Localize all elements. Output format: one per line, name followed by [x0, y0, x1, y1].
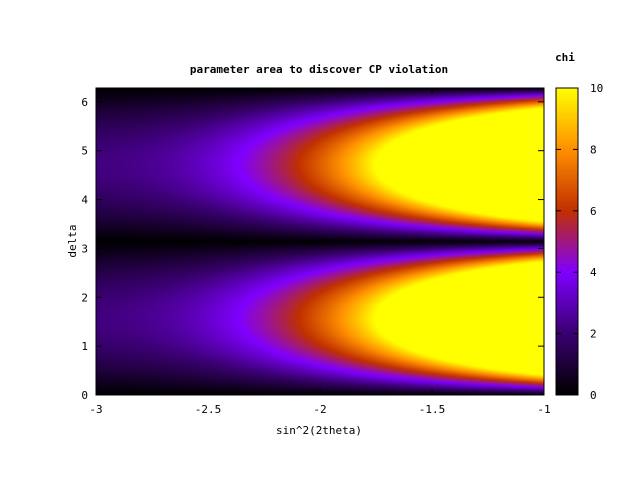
colorbar-tick-label: 8: [590, 143, 597, 156]
colorbar: [555, 87, 579, 396]
x-tick-label: -2: [313, 403, 326, 416]
y-ticks: 0 1 2 3 4 5 6: [81, 96, 544, 402]
y-tick-label: 2: [81, 291, 88, 304]
colorbar-ticks: 0 2 4 6 8 10: [556, 82, 603, 402]
colorbar-label: chi: [555, 51, 575, 64]
y-tick-label: 3: [81, 242, 88, 255]
y-tick-label: 0: [81, 389, 88, 402]
colorbar-tick-label: 6: [590, 205, 597, 218]
x-tick-label: -3: [89, 403, 102, 416]
colorbar-tick-label: 0: [590, 389, 597, 402]
y-axis-label: delta: [66, 224, 79, 257]
y-tick-label: 1: [81, 340, 88, 353]
colorbar-frame: [555, 87, 579, 396]
colorbar-gradient: [556, 88, 578, 395]
x-tick-label: -2.5: [195, 403, 222, 416]
colorbar-tick-label: 2: [590, 328, 597, 341]
x-ticks: -3 -2.5 -2 -1.5 -1: [89, 88, 551, 416]
y-tick-label: 4: [81, 194, 88, 207]
y-tick-label: 6: [81, 96, 88, 109]
x-axis-label: sin^2(2theta): [276, 424, 362, 437]
heatmap-cells: [96, 88, 544, 395]
chart-title: parameter area to discover CP violation: [190, 63, 448, 76]
y-tick-label: 5: [81, 145, 88, 158]
x-tick-label: -1.5: [419, 403, 446, 416]
colorbar-tick-label: 4: [590, 266, 597, 279]
colorbar-tick-label: 10: [590, 82, 603, 95]
x-tick-label: -1: [537, 403, 550, 416]
plot-area: [95, 87, 545, 396]
